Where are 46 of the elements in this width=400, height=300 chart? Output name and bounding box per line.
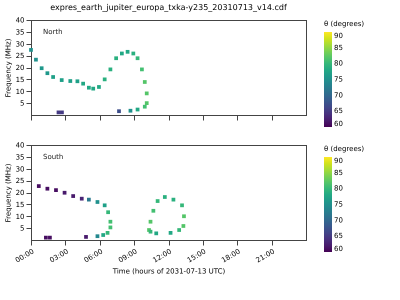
point — [140, 68, 144, 72]
point — [126, 50, 130, 54]
point — [44, 236, 48, 240]
point — [142, 80, 147, 84]
point — [96, 234, 100, 238]
point — [148, 220, 152, 224]
point — [48, 236, 52, 240]
point — [84, 235, 88, 239]
point — [180, 203, 184, 208]
point — [60, 78, 64, 82]
point — [106, 210, 110, 214]
point — [34, 58, 38, 62]
point — [106, 231, 110, 235]
point — [172, 198, 176, 202]
point — [182, 214, 186, 218]
point — [136, 56, 140, 60]
point — [108, 226, 112, 230]
point — [101, 233, 106, 237]
point — [97, 85, 101, 89]
point — [62, 190, 66, 195]
point — [108, 220, 112, 224]
point — [96, 200, 100, 204]
point — [76, 79, 80, 84]
point — [29, 48, 33, 52]
point — [68, 79, 72, 83]
point — [51, 75, 55, 79]
point — [131, 52, 136, 56]
point — [71, 194, 76, 198]
point — [168, 231, 172, 235]
point — [60, 110, 64, 114]
point — [36, 184, 41, 188]
point — [182, 224, 186, 228]
point — [156, 199, 160, 203]
point — [108, 68, 112, 72]
point — [56, 110, 60, 114]
point — [54, 188, 58, 192]
point — [136, 108, 140, 112]
point — [117, 109, 121, 114]
point — [46, 71, 50, 76]
point — [46, 186, 50, 191]
point — [177, 228, 182, 232]
point — [162, 195, 167, 199]
point — [120, 52, 124, 56]
chart-title: expres_earth_jupiter_europa_txka-y235_20310713_v14.cdf — [50, 3, 287, 12]
point — [144, 92, 149, 96]
point — [128, 108, 132, 113]
